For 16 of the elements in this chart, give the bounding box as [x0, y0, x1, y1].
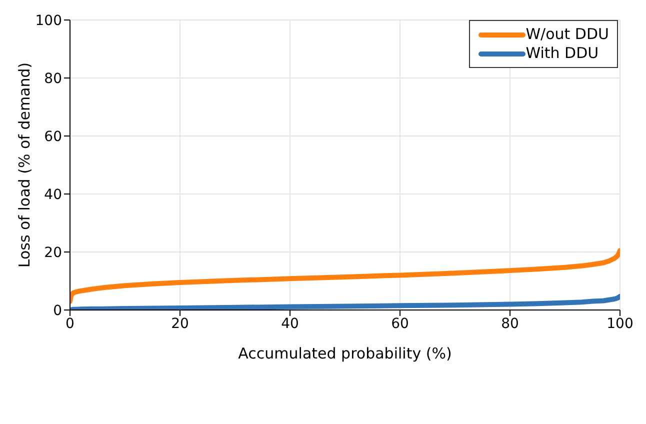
y-tick-label: 80 — [44, 70, 62, 87]
y-axis-title: Loss of load (% of demand) — [15, 62, 34, 268]
x-tick-label: 40 — [281, 316, 299, 332]
y-tick-label: 60 — [44, 128, 62, 145]
x-tick-label: 60 — [391, 316, 409, 332]
x-tick-label: 20 — [171, 316, 189, 332]
legend-label: With DDU — [526, 44, 599, 63]
y-tick-label: 20 — [44, 244, 62, 261]
x-tick-label: 100 — [606, 316, 634, 332]
x-axis-title: Accumulated probability (%) — [238, 344, 452, 363]
y-tick-label: 100 — [35, 12, 62, 29]
y-tick-label: 40 — [44, 186, 62, 203]
legend-label: W/out DDU — [526, 25, 609, 44]
x-tick-label: 0 — [66, 316, 74, 332]
x-tick-label: 80 — [501, 316, 519, 332]
y-tick-label: 0 — [53, 302, 62, 319]
